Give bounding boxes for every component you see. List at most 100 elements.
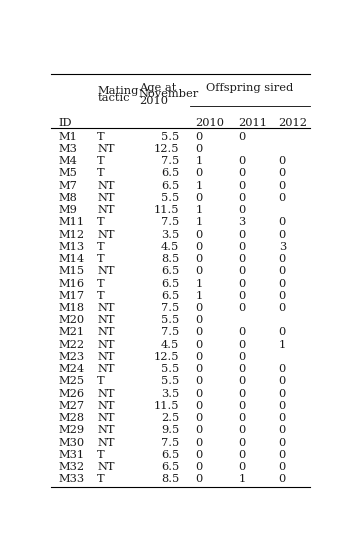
Text: 6.5: 6.5 <box>161 291 179 301</box>
Text: T: T <box>97 377 105 387</box>
Text: 5.5: 5.5 <box>161 132 179 142</box>
Text: November: November <box>139 89 199 99</box>
Text: 11.5: 11.5 <box>154 205 179 215</box>
Text: M29: M29 <box>58 425 84 435</box>
Text: 1: 1 <box>195 205 203 215</box>
Text: 1: 1 <box>195 291 203 301</box>
Text: NT: NT <box>97 462 115 472</box>
Text: 0: 0 <box>279 181 286 190</box>
Text: 0: 0 <box>195 169 203 179</box>
Text: 0: 0 <box>279 401 286 411</box>
Text: M3: M3 <box>58 144 77 154</box>
Text: M22: M22 <box>58 340 84 350</box>
Text: T: T <box>97 450 105 460</box>
Text: M24: M24 <box>58 364 84 374</box>
Text: 0: 0 <box>195 132 203 142</box>
Text: 0: 0 <box>238 156 246 166</box>
Text: 0: 0 <box>195 425 203 435</box>
Text: 0: 0 <box>195 229 203 239</box>
Text: 2010: 2010 <box>195 118 224 128</box>
Text: M14: M14 <box>58 254 84 264</box>
Text: 0: 0 <box>195 315 203 325</box>
Text: 0: 0 <box>195 254 203 264</box>
Text: T: T <box>97 242 105 252</box>
Text: 12.5: 12.5 <box>154 144 179 154</box>
Text: M23: M23 <box>58 352 84 362</box>
Text: 2010: 2010 <box>139 97 168 107</box>
Text: 0: 0 <box>195 352 203 362</box>
Text: T: T <box>97 291 105 301</box>
Text: M17: M17 <box>58 291 84 301</box>
Text: 0: 0 <box>238 389 246 399</box>
Text: T: T <box>97 254 105 264</box>
Text: Offspring sired: Offspring sired <box>206 83 294 93</box>
Text: T: T <box>97 156 105 166</box>
Text: 0: 0 <box>195 266 203 276</box>
Text: 0: 0 <box>279 474 286 484</box>
Text: NT: NT <box>97 413 115 423</box>
Text: 1: 1 <box>195 278 203 288</box>
Text: 0: 0 <box>238 328 246 338</box>
Text: 4.5: 4.5 <box>161 340 179 350</box>
Text: NT: NT <box>97 205 115 215</box>
Text: 7.5: 7.5 <box>161 156 179 166</box>
Text: 3: 3 <box>238 217 246 227</box>
Text: 0: 0 <box>279 377 286 387</box>
Text: 0: 0 <box>238 462 246 472</box>
Text: ID: ID <box>58 118 72 128</box>
Text: 0: 0 <box>238 278 246 288</box>
Text: 0: 0 <box>279 169 286 179</box>
Text: 0: 0 <box>279 389 286 399</box>
Text: 0: 0 <box>238 377 246 387</box>
Text: 0: 0 <box>195 401 203 411</box>
Text: 7.5: 7.5 <box>161 303 179 313</box>
Text: 0: 0 <box>238 450 246 460</box>
Text: 0: 0 <box>238 401 246 411</box>
Text: 6.5: 6.5 <box>161 169 179 179</box>
Text: 0: 0 <box>195 389 203 399</box>
Text: 2012: 2012 <box>279 118 308 128</box>
Text: M7: M7 <box>58 181 77 190</box>
Text: 0: 0 <box>238 193 246 203</box>
Text: NT: NT <box>97 193 115 203</box>
Text: 0: 0 <box>238 291 246 301</box>
Text: 0: 0 <box>195 328 203 338</box>
Text: M21: M21 <box>58 328 84 338</box>
Text: NT: NT <box>97 364 115 374</box>
Text: 0: 0 <box>238 303 246 313</box>
Text: 8.5: 8.5 <box>161 474 179 484</box>
Text: 6.5: 6.5 <box>161 181 179 190</box>
Text: M12: M12 <box>58 229 84 239</box>
Text: 0: 0 <box>195 450 203 460</box>
Text: 1: 1 <box>279 340 286 350</box>
Text: 1: 1 <box>195 156 203 166</box>
Text: NT: NT <box>97 315 115 325</box>
Text: 6.5: 6.5 <box>161 278 179 288</box>
Text: 0: 0 <box>195 340 203 350</box>
Text: T: T <box>97 474 105 484</box>
Text: 0: 0 <box>238 352 246 362</box>
Text: NT: NT <box>97 229 115 239</box>
Text: 0: 0 <box>195 242 203 252</box>
Text: 0: 0 <box>238 242 246 252</box>
Text: T: T <box>97 217 105 227</box>
Text: M31: M31 <box>58 450 84 460</box>
Text: NT: NT <box>97 437 115 448</box>
Text: M15: M15 <box>58 266 84 276</box>
Text: 0: 0 <box>195 193 203 203</box>
Text: T: T <box>97 132 105 142</box>
Text: NT: NT <box>97 144 115 154</box>
Text: M11: M11 <box>58 217 84 227</box>
Text: M20: M20 <box>58 315 84 325</box>
Text: 0: 0 <box>238 413 246 423</box>
Text: 3.5: 3.5 <box>161 389 179 399</box>
Text: M4: M4 <box>58 156 77 166</box>
Text: 12.5: 12.5 <box>154 352 179 362</box>
Text: 7.5: 7.5 <box>161 217 179 227</box>
Text: 0: 0 <box>195 474 203 484</box>
Text: 0: 0 <box>279 303 286 313</box>
Text: 0: 0 <box>279 364 286 374</box>
Text: 0: 0 <box>279 462 286 472</box>
Text: 2011: 2011 <box>238 118 267 128</box>
Text: 0: 0 <box>279 413 286 423</box>
